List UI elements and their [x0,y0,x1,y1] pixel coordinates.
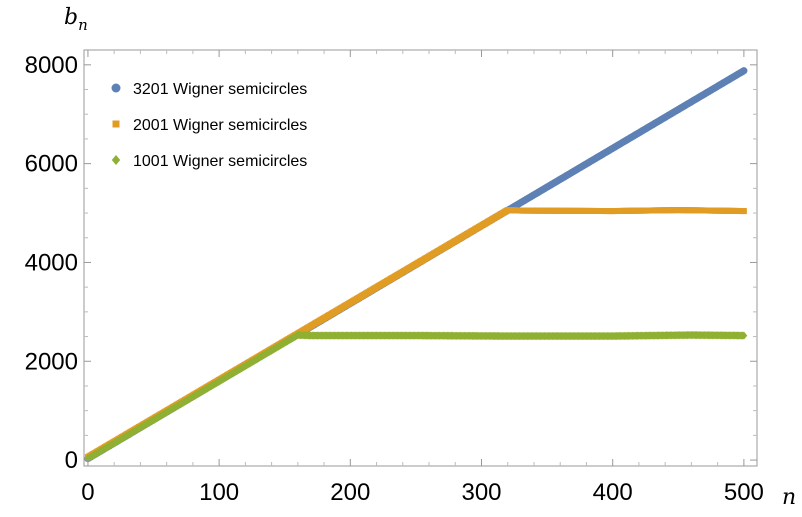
y-tick-label: 8000 [25,52,78,79]
x-tick-label: 300 [461,479,501,506]
y-axis-label-subscript: n [78,16,88,34]
legend-marker [112,120,120,128]
x-axis-label: n [782,485,796,510]
legend: 3201 Wigner semicircles 2001 Wigner semic… [111,81,307,170]
x-tick-label: 500 [724,479,764,506]
data-point [740,67,748,75]
y-axis-label: bn [64,5,88,34]
y-tick-label: 2000 [25,348,78,375]
x-tick-label: 200 [330,479,370,506]
x-tick-label: 400 [593,479,633,506]
data-point [740,208,747,215]
x-tick-label: 0 [81,479,94,506]
legend-label: 3201 Wigner semicircles [133,81,307,98]
legend-marker [111,83,121,93]
legend-label: 1001 Wigner semicircles [133,153,307,170]
y-tick-label: 4000 [25,249,78,276]
series-square [84,207,747,461]
series-layer [84,67,748,463]
legend-label: 2001 Wigner semicircles [133,117,307,134]
data-point [740,331,748,340]
x-tick-label: 100 [199,479,239,506]
y-tick-label: 0 [65,447,78,474]
legend-marker [111,154,121,166]
y-tick-label: 6000 [25,151,78,178]
series-diamond [84,330,748,463]
y-axis-label-base: b [64,5,78,30]
plot-frame [83,49,758,467]
axes-layer: 0 100 200 300 400 500 0 2000 4000 6000 8000 [25,50,764,506]
